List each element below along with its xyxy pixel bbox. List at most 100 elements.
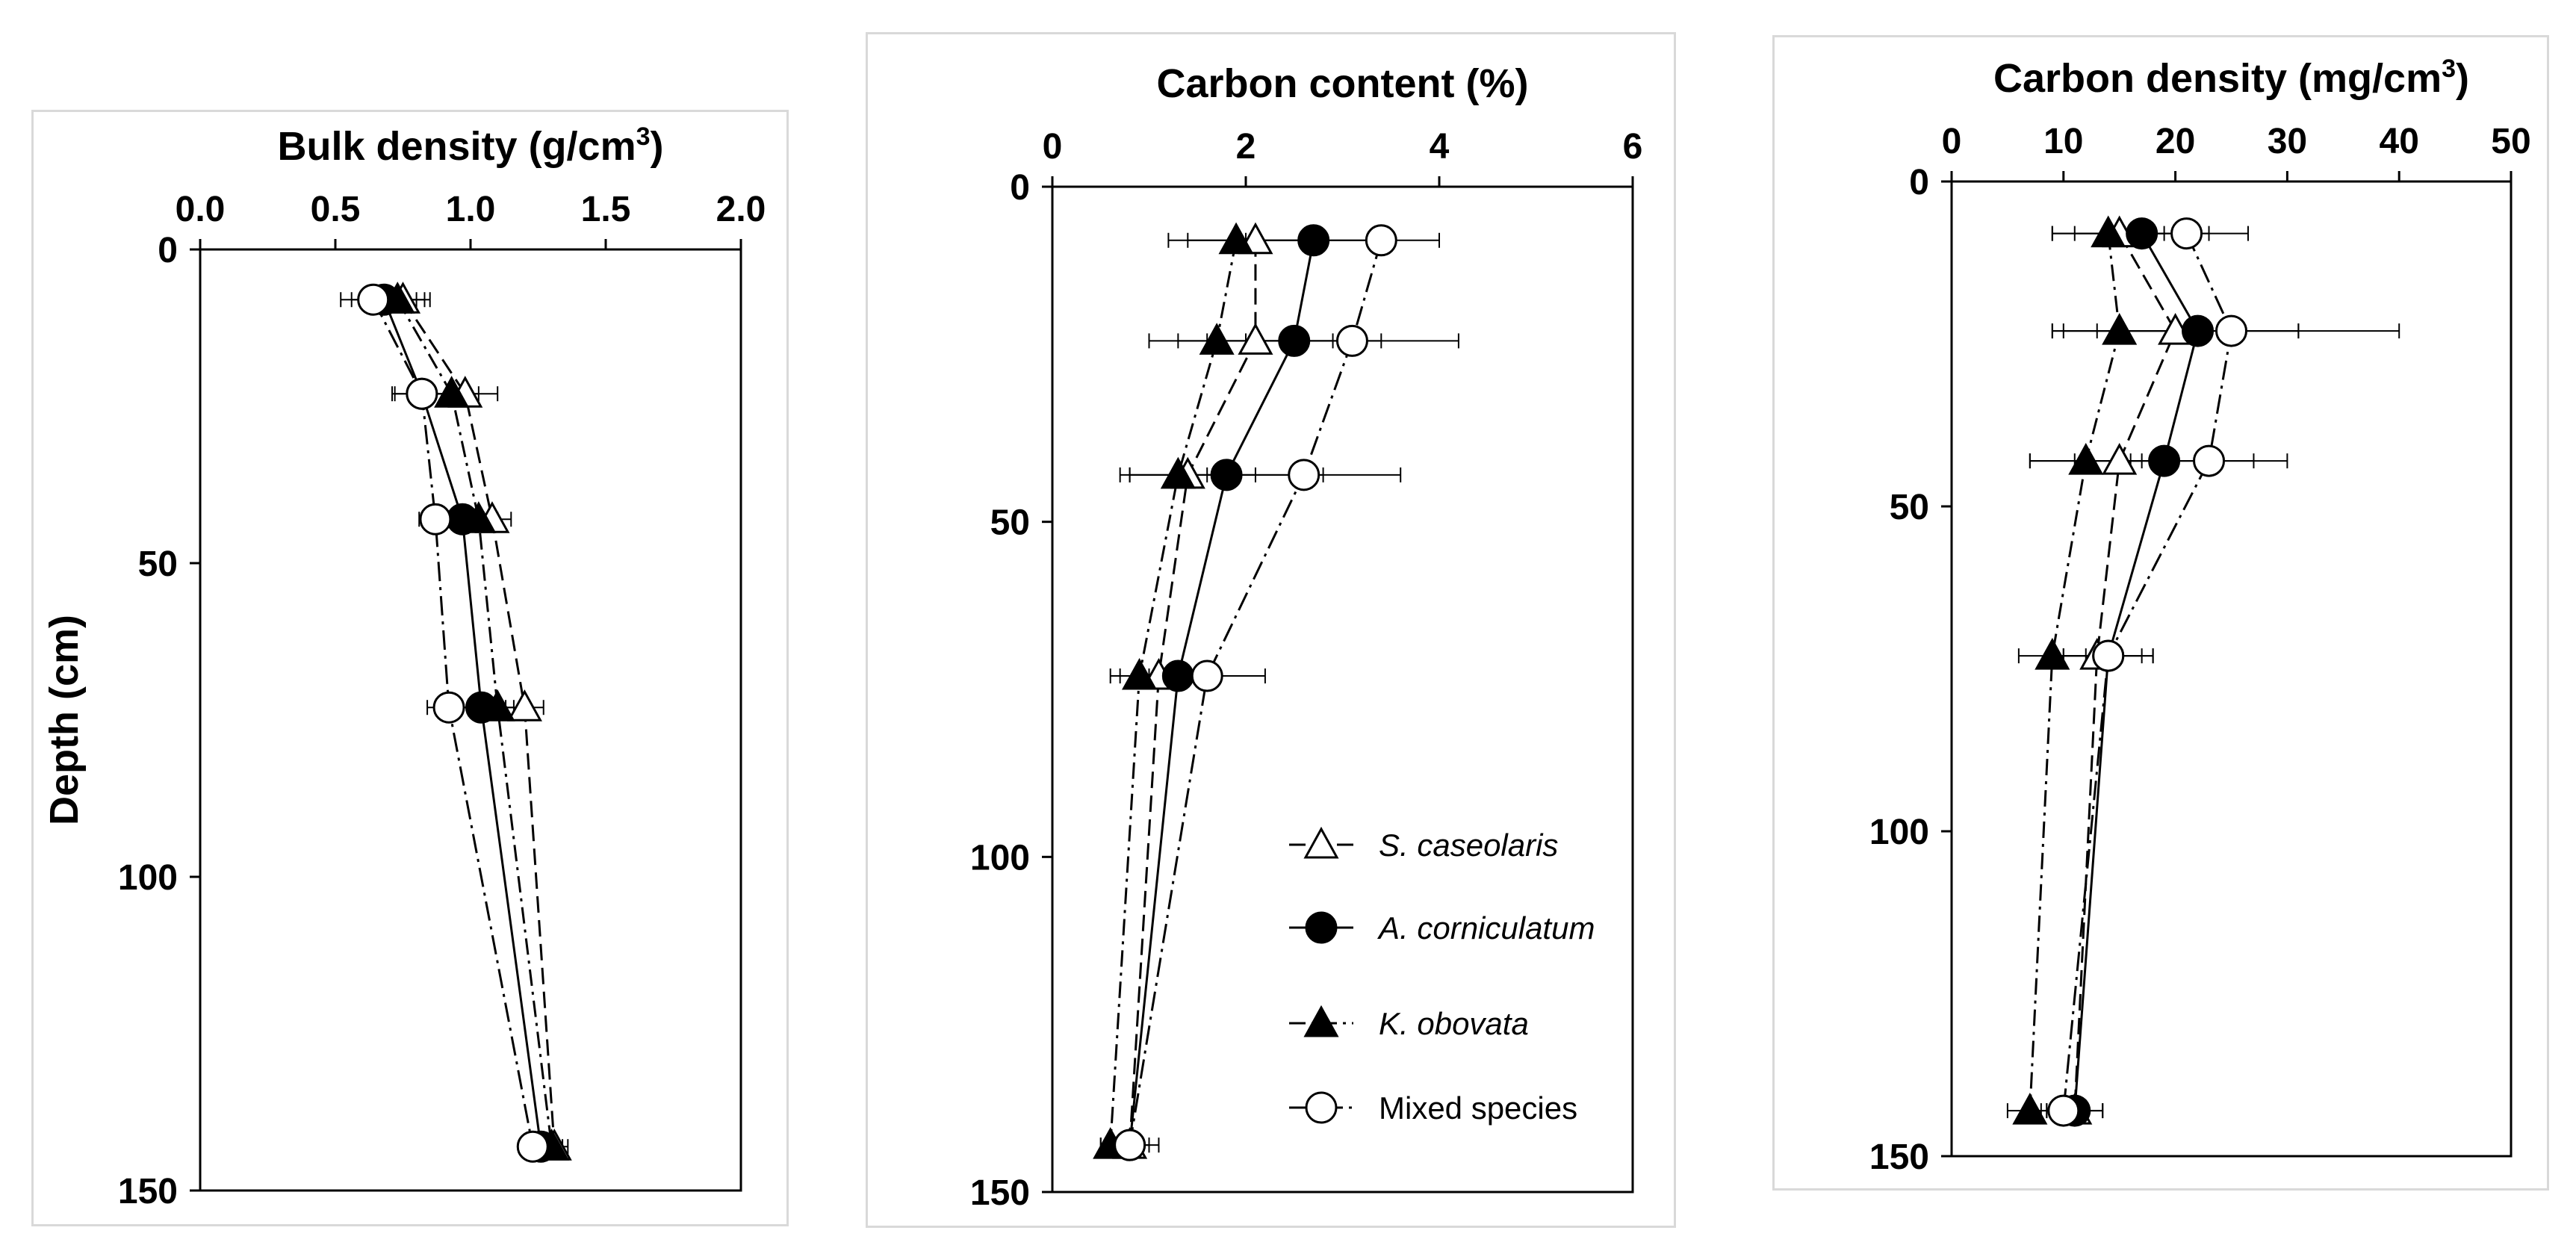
data-point-ko <box>2091 215 2126 248</box>
y-axis-title: Depth (cm) <box>42 615 87 825</box>
data-point-mx <box>1365 224 1397 257</box>
x-axis-title-superscript: 3 <box>2442 55 2456 83</box>
y-tick-label: 100 <box>118 858 178 898</box>
data-point-ko <box>479 689 515 721</box>
plot-area-2 <box>1051 185 1634 1194</box>
y-tick-label: 0 <box>158 231 178 270</box>
data-point-ko <box>2035 637 2070 670</box>
legend-label-mx: Mixed species <box>1379 1090 1577 1126</box>
x-tick-label: 0 <box>1043 127 1063 167</box>
legend-item-ac: A. corniculatum <box>1289 910 1595 946</box>
x-tick-label: 40 <box>2380 122 2419 161</box>
legend-label-sc: S. caseolaris <box>1379 828 1558 863</box>
data-point-mx <box>2092 639 2125 672</box>
data-point-sc <box>2102 442 2138 475</box>
markers-layer <box>357 215 2247 1163</box>
x-tick-label: 0.5 <box>311 190 361 229</box>
data-point-ko <box>379 282 415 314</box>
series-line-mx <box>1129 240 1382 1146</box>
y-tick-label: 0 <box>1010 168 1030 208</box>
series-line-mx <box>2062 232 2233 1111</box>
y-tick-label: 150 <box>118 1172 178 1211</box>
panel-carbon-content <box>866 32 1676 1228</box>
data-point-ko <box>1218 222 1254 255</box>
data-point-mx <box>357 283 390 316</box>
x-tick-label: 4 <box>1430 127 1450 167</box>
data-point-mx <box>1114 1129 1146 1161</box>
series-line-ac <box>382 299 542 1147</box>
legend-item-mx: Mixed species <box>1289 1090 1577 1126</box>
series-line-ac <box>2073 232 2200 1111</box>
y-tick-label: 50 <box>990 503 1030 543</box>
data-point-mx <box>406 377 438 410</box>
x-tick-label: 2.0 <box>716 190 766 229</box>
x-axis-title: Carbon density (mg/cm3) <box>1993 55 2469 101</box>
data-point-mx <box>1191 659 1223 692</box>
legend-label-ac: A. corniculatum <box>1377 910 1595 946</box>
x-tick-label: 0 <box>1942 122 1962 161</box>
data-point-ko <box>461 501 497 533</box>
y-tick-label: 50 <box>1890 488 1929 527</box>
data-point-ko <box>434 376 470 408</box>
data-point-ko <box>2012 1092 2048 1125</box>
x-axis-title: Bulk density (g/cm3) <box>278 122 664 169</box>
legend-marker-sc <box>1303 826 1339 859</box>
data-point-mx <box>2170 217 2203 250</box>
data-point-ac <box>2126 217 2158 250</box>
data-point-ac <box>1297 224 1330 257</box>
data-point-ac <box>2182 314 2215 347</box>
data-point-ko <box>2068 442 2104 475</box>
x-axis-title: Carbon content (%) <box>1157 61 1529 106</box>
x-axis-title-superscript: 3 <box>636 122 651 151</box>
y-tick-label: 100 <box>1869 813 1929 852</box>
data-point-ac <box>1210 459 1243 491</box>
y-tick-label: 50 <box>138 544 178 584</box>
data-point-mx <box>419 503 452 536</box>
panel-carbon-density <box>1772 35 2549 1191</box>
data-point-ac <box>1278 324 1311 357</box>
x-axis-title-close: ) <box>651 124 664 169</box>
x-tick-label: 0.0 <box>176 190 226 229</box>
data-point-ko <box>1122 657 1158 690</box>
data-point-ko <box>2102 312 2138 345</box>
data-point-sc <box>506 689 542 721</box>
x-tick-label: 50 <box>2491 122 2530 161</box>
series-line-sc <box>1129 240 1257 1146</box>
data-point-ac <box>1161 659 1194 692</box>
y-tick-label: 150 <box>1869 1137 1929 1177</box>
x-tick-label: 2 <box>1236 127 1256 167</box>
legend-item-sc: S. caseolaris <box>1289 826 1558 863</box>
data-point-ko <box>1199 323 1235 355</box>
x-tick-label: 20 <box>2156 122 2195 161</box>
legend: S. caseolaris A. corniculatum K. obovata Mi… <box>1289 826 1595 1126</box>
series-line-ko <box>396 299 553 1147</box>
data-point-ac <box>2148 444 2181 477</box>
data-point-mx <box>1288 459 1320 491</box>
legend-item-ko: K. obovata <box>1289 1005 1529 1041</box>
y-tick-label: 150 <box>970 1173 1030 1213</box>
x-tick-label: 30 <box>2268 122 2307 161</box>
data-point-mx <box>2215 314 2247 347</box>
x-axis-title-close: ) <box>2456 56 2469 101</box>
legend-marker-mx <box>1305 1091 1338 1124</box>
y-tick-label: 0 <box>1909 163 1929 202</box>
error-bars-layer <box>340 226 2400 1155</box>
data-point-mx <box>516 1130 549 1163</box>
series-line-mx <box>372 299 534 1147</box>
legend-marker-ko <box>1303 1005 1339 1037</box>
data-point-mx <box>2047 1094 2080 1127</box>
x-axis-title-main: Bulk density (g/cm <box>278 124 636 169</box>
data-point-sc <box>1238 323 1273 355</box>
y-tick-label: 100 <box>970 838 1030 878</box>
series-line-ko <box>1109 240 1238 1146</box>
legend-label-ko: K. obovata <box>1379 1006 1529 1041</box>
x-tick-label: 1.0 <box>446 190 496 229</box>
series-line-sc <box>2073 232 2177 1111</box>
data-point-ko <box>1160 456 1196 489</box>
data-point-mx <box>1335 324 1368 357</box>
plot-area-3 <box>1950 180 2513 1158</box>
data-point-mx <box>2193 444 2226 477</box>
data-point-mx <box>432 691 465 724</box>
x-tick-label: 1.5 <box>581 190 631 229</box>
